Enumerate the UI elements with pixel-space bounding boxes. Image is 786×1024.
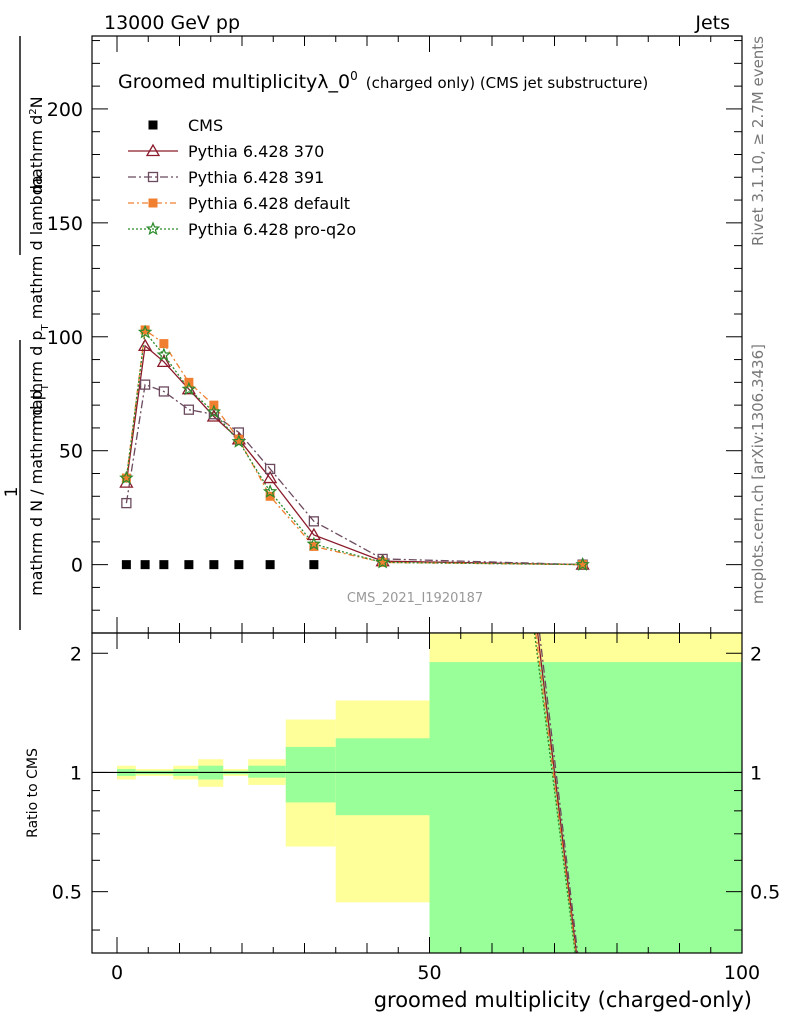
mcplots-label: mcplots.cern.ch [arXiv:1306.3436] [749, 344, 767, 604]
rivet-version-label: Rivet 3.1.10, ≥ 2.7M events [749, 36, 767, 246]
main-ytick-label: 0 [71, 555, 83, 577]
ratio-panel: 0.5 0.5 1 1 2 2 0 50 100 Ratio to CMS groomed m… [25, 632, 780, 1012]
data-point-s4-0 [119, 470, 134, 485]
ratio-ytick-label-right: 1 [750, 762, 762, 784]
data-point-s2-3 [183, 404, 195, 415]
data-point-s4-7 [306, 536, 322, 551]
legend: CMS Pythia 6.428 370 Pythia 6.428 391 Pythi… [128, 116, 356, 239]
main-title-sup: 0 [350, 69, 358, 83]
legend-marker-0 [148, 120, 158, 130]
data-point-s0-2 [159, 560, 169, 570]
data-point-s2-0 [121, 497, 132, 509]
legend-label-0: CMS [188, 116, 223, 135]
ratio-ytick-label-left: 1 [70, 762, 82, 784]
main-ytick-label: 150 [47, 213, 83, 235]
ylabel-prefix-den: mathrm d N / mathrm d pT [27, 383, 51, 596]
data-point-s0-6 [265, 560, 275, 570]
data-point-s0-5 [234, 560, 244, 570]
legend-marker-1 [145, 143, 161, 157]
ratio-band-green-8 [335, 738, 430, 816]
legend-label-3: Pythia 6.428 default [188, 194, 350, 213]
legend-label-2: Pythia 6.428 391 [188, 168, 324, 187]
data-point-s4-5 [231, 433, 247, 448]
ratio-frame [91, 632, 743, 954]
data-point-s3-2 [159, 339, 169, 349]
xtick-label: 50 [417, 962, 441, 984]
data-point-s4-8 [375, 554, 390, 569]
data-point-s0-0 [121, 560, 131, 570]
main-title: Groomed multiplicityλ_00 (charged only) (… [118, 69, 648, 93]
ratio-ytick-label-right: 2 [750, 643, 762, 665]
data-point-s4-2 [156, 347, 172, 362]
ratio-ytick-label-right: 0.5 [750, 882, 780, 904]
watermark: CMS_2021_I1920187 [347, 591, 483, 606]
ratio-ytick-label-left: 2 [70, 643, 82, 665]
data-point-s3-6 [265, 491, 275, 501]
xtick-label: 100 [724, 962, 760, 984]
legend-label-4: Pythia 6.428 pro-q2o [188, 220, 356, 239]
data-point-s1-1 [138, 338, 153, 352]
series-line-3 [125, 328, 583, 566]
ratio-line-0 [536, 632, 578, 954]
series-line-2 [125, 383, 583, 566]
data-point-s3-5 [234, 434, 244, 444]
data-point-s1-6 [263, 470, 278, 484]
ratio-band-green-9 [429, 662, 742, 953]
data-point-s1-2 [156, 354, 171, 367]
main-title-suffix: (charged only) (CMS jet substructure) [366, 74, 648, 92]
data-point-s1-3 [181, 381, 196, 395]
ylabel-numerator: mathrm d2N [27, 96, 46, 193]
data-point-s4-6 [262, 484, 278, 498]
data-point-s4-3 [181, 381, 197, 396]
data-point-s3-1 [140, 325, 150, 335]
legend-marker-3 [148, 198, 158, 208]
data-point-s2-4 [208, 409, 220, 420]
main-ylabel: mathrm d2N mathrm d pT mathrm d lambda 1… [2, 36, 51, 630]
main-ytick-label: 50 [59, 441, 83, 463]
main-panel: CMS_2021_I1920187 0 50 100 150 200 Groomed m… [2, 35, 743, 634]
data-point-s3-9 [578, 560, 588, 570]
header-right-label: Jets [694, 12, 730, 34]
data-point-s2-1 [139, 379, 151, 390]
legend-marker-4 [145, 221, 161, 236]
ratio-band-green-6 [248, 765, 286, 778]
data-point-s4-1 [137, 324, 153, 339]
xtick-label: 0 [111, 962, 123, 984]
data-point-s2-6 [264, 463, 276, 475]
data-point-s0-1 [140, 560, 150, 570]
data-point-s4-9 [575, 556, 590, 571]
data-point-s3-8 [378, 557, 388, 567]
ratio-band-green-7 [285, 746, 336, 803]
data-point-s0-7 [309, 560, 319, 570]
data-point-s0-4 [209, 560, 219, 570]
x-axis-label: groomed multiplicity (charged-only) [374, 988, 752, 1012]
main-title-text: Groomed multiplicityλ_0 [118, 71, 350, 93]
ylabel-prefix-num: 1 [2, 487, 22, 498]
ylabel-denominator: mathrm d pT mathrm d lambda [27, 175, 51, 424]
series-line-4 [125, 330, 583, 566]
ratio-line-2 [535, 632, 577, 954]
main-ytick-label: 200 [47, 99, 83, 121]
header-left-label: 13000 GeV pp [104, 12, 240, 34]
data-point-s2-7 [308, 516, 320, 527]
data-point-s4-4 [206, 404, 222, 419]
ratio-ytick-label-left: 0.5 [52, 882, 82, 904]
legend-marker-2 [147, 171, 159, 183]
ratio-line-3 [533, 632, 576, 954]
data-point-s3-0 [121, 473, 131, 483]
main-ytick-label: 100 [47, 327, 83, 349]
data-point-s2-2 [158, 386, 170, 397]
legend-label-1: Pythia 6.428 370 [188, 142, 324, 161]
series-line-1 [125, 344, 583, 566]
ratio-ylabel: Ratio to CMS [25, 748, 41, 838]
data-point-s0-3 [184, 560, 194, 570]
ratio-line-1 [538, 632, 579, 954]
